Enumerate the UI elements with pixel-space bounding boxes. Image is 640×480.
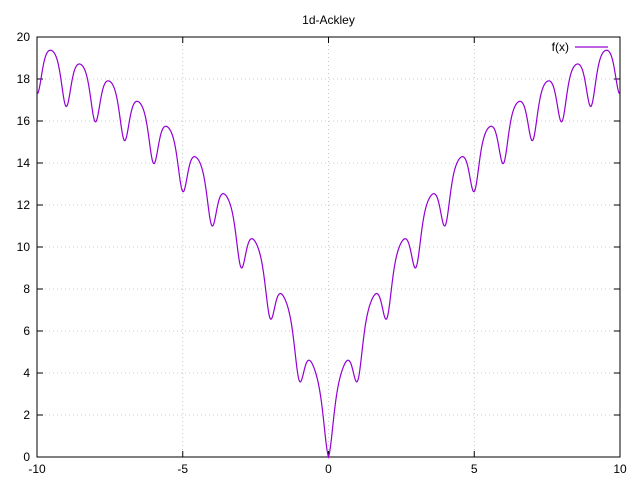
y-tick-label: 14 <box>17 156 31 170</box>
y-tick-label: 18 <box>17 72 31 86</box>
grid <box>37 37 620 457</box>
x-tick-label: 5 <box>471 462 478 476</box>
x-tick-label: -10 <box>28 462 46 476</box>
y-tick-label: 12 <box>17 198 31 212</box>
y-tick-label: 16 <box>17 114 31 128</box>
legend: f(x) <box>552 40 608 54</box>
y-tick-label: 0 <box>23 450 30 464</box>
y-tick-label: 10 <box>17 240 31 254</box>
y-tick-label: 4 <box>23 366 30 380</box>
x-tick-label: -5 <box>177 462 188 476</box>
x-tick-label: 10 <box>613 462 627 476</box>
x-tick-label: 0 <box>325 462 332 476</box>
legend-label: f(x) <box>552 40 569 54</box>
y-tick-label: 2 <box>23 408 30 422</box>
y-tick-label: 20 <box>17 30 31 44</box>
chart-title: 1d-Ackley <box>302 13 355 27</box>
series-line-fx <box>36 49 621 460</box>
y-tick-label: 8 <box>23 282 30 296</box>
y-tick-label: 6 <box>23 324 30 338</box>
series-layer <box>36 49 621 460</box>
